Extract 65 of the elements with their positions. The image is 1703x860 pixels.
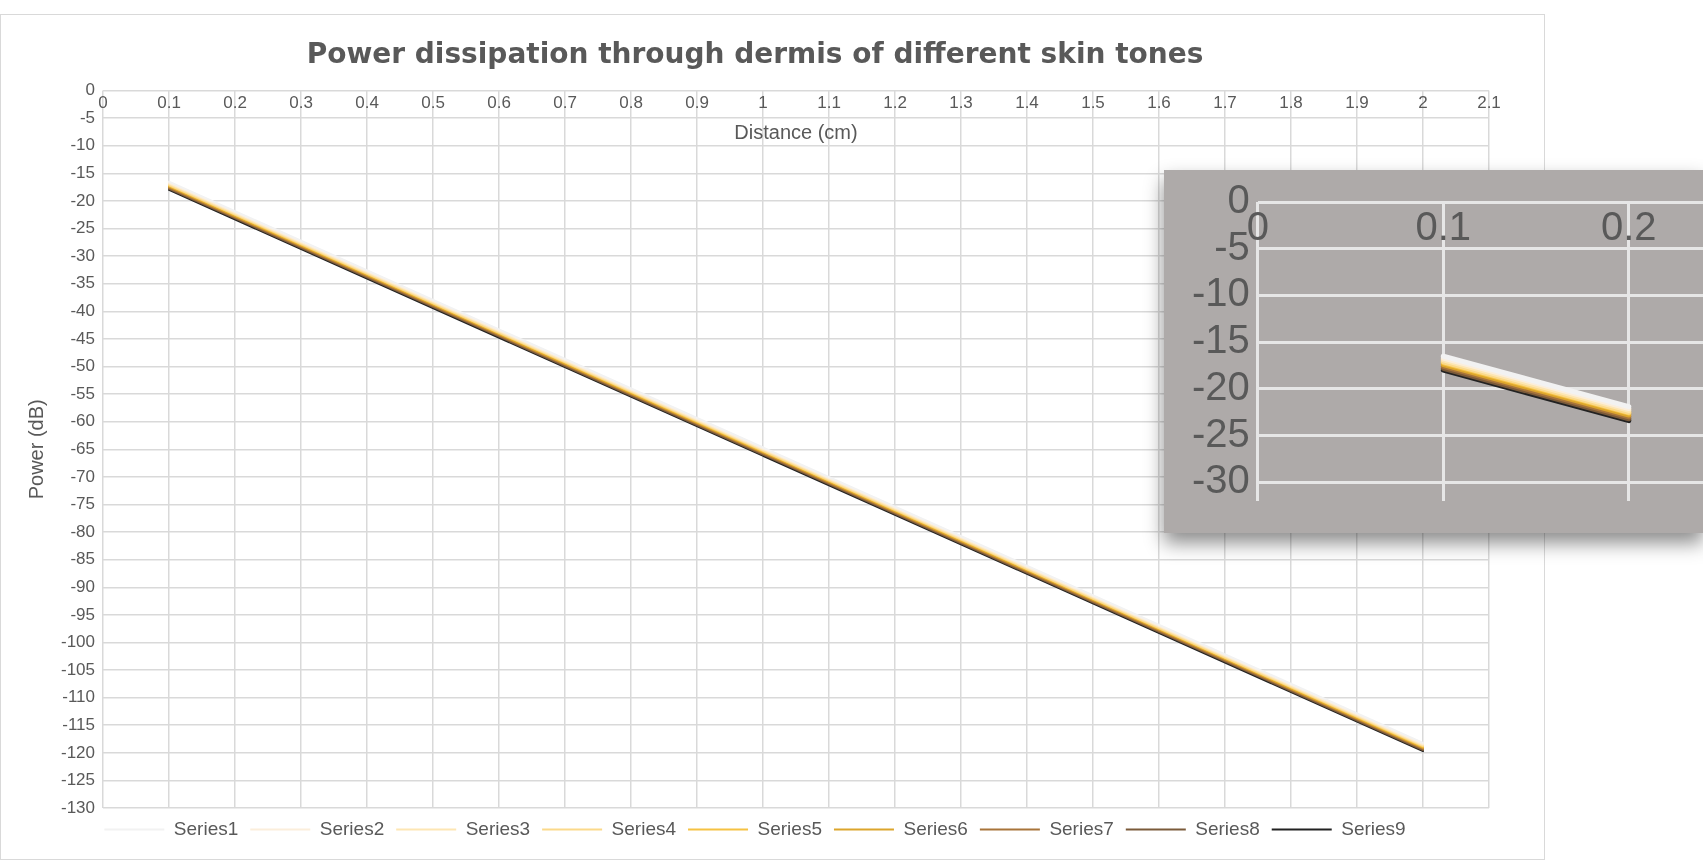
x-tick-label: 1 [758,93,768,113]
y-tick-label: -75 [70,494,96,514]
x-tick-label: 0.7 [553,93,577,113]
legend-label: Series1 [173,817,239,839]
y-tick-label: -120 [60,742,96,762]
x-tick-label: 1.2 [883,93,907,113]
x-tick-label: 0.6 [487,93,511,113]
legend-label: Series3 [465,817,531,839]
y-tick-label: -5 [79,107,96,127]
x-tick-label: 1.3 [949,93,973,113]
y-tick-label: -95 [70,604,96,624]
y-tick-label: -85 [70,549,96,569]
x-tick-label: 1.7 [1213,93,1237,113]
y-tick-label: -55 [70,383,96,403]
x-tick-label: 1.5 [1081,93,1105,113]
x-axis-title: Distance (cm) [734,120,858,143]
x-tick-label: 1.8 [1279,93,1303,113]
y-tick-label: -65 [70,438,96,458]
x-tick-label: 0.8 [619,93,643,113]
x-tick-label: 0.1 [157,93,181,113]
x-tick-label: 0.4 [355,93,379,113]
y-tick-label: -130 [60,797,96,817]
y-tick-label: 0 [85,80,96,100]
legend-label: Series9 [1341,817,1406,839]
y-tick-label: -25 [70,218,96,238]
y-tick-label: -15 [1192,317,1250,362]
y-tick-label: -20 [1192,363,1250,408]
legend-label: Series7 [1049,817,1114,839]
x-tick-label: 2.1 [1477,93,1501,113]
y-axis-title: Power (dB) [24,399,47,500]
x-tick-label: 0.5 [421,93,445,113]
x-tick-label: 0.2 [223,93,247,113]
y-tick-label: -110 [62,687,96,707]
y-tick-label: -125 [60,770,96,790]
y-tick-label: -30 [1192,457,1250,502]
y-tick-label: -100 [60,632,96,652]
legend-label: Series8 [1195,817,1260,839]
y-tick-label: -90 [70,576,96,596]
y-tick-label: -20 [70,190,96,210]
y-tick-label: -45 [70,328,96,348]
legend-label: Series2 [319,817,385,839]
legend-label: Series6 [903,817,968,839]
x-tick-label: 1.1 [817,93,841,113]
y-tick-label: -15 [70,163,96,183]
x-tick-label: 1.4 [1015,93,1039,113]
y-tick-label: -70 [70,466,96,486]
y-tick-label: -10 [70,135,96,155]
x-tick-label: 0.9 [685,93,709,113]
legend-label: Series4 [611,817,677,839]
x-tick-label: 1.9 [1345,93,1369,113]
y-tick-label: -35 [70,273,96,293]
y-tick-label: -10 [1192,270,1250,315]
x-tick-label: 1.6 [1147,93,1171,113]
y-tick-label: -105 [60,659,96,679]
x-tick-label: 2 [1418,93,1428,113]
chart-title: Power dissipation through dermis of different skin tones [306,37,1204,71]
y-tick-label: -60 [70,411,96,431]
y-tick-label: -25 [1192,410,1250,455]
legend-label: Series5 [757,817,822,839]
y-tick-label: -80 [70,521,96,541]
y-tick-label: -40 [70,301,96,321]
y-tick-label: -115 [62,714,96,734]
y-tick-label: -30 [70,245,96,265]
y-tick-label: -50 [70,356,96,376]
x-tick-label: 0.3 [289,93,313,113]
